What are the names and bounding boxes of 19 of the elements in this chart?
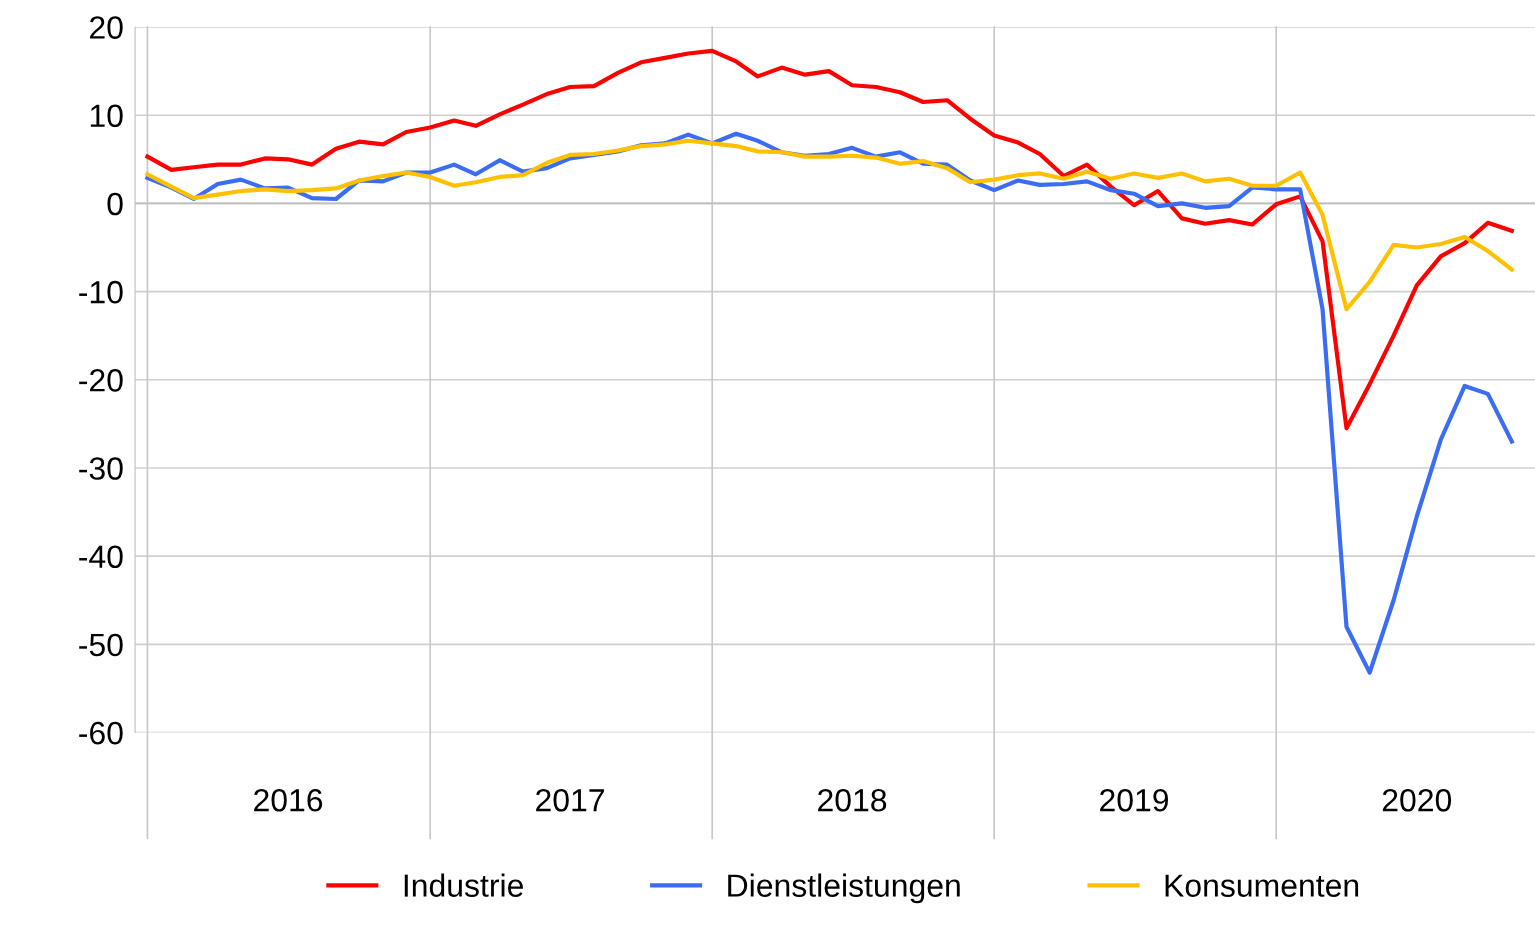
- y-tick-label: -50: [79, 633, 123, 657]
- line-series: [145, 138, 1514, 312]
- x-tick-label: 2020: [1382, 788, 1452, 812]
- y-tick-label: -20: [79, 369, 123, 392]
- y-tick-label: 0: [107, 192, 123, 216]
- y-tick-label: -10: [79, 280, 123, 304]
- x-tick-label: 2017: [536, 788, 604, 812]
- legend-label: Konsumenten: [1165, 874, 1359, 897]
- x-tick-label: 2019: [1100, 788, 1169, 812]
- y-tick-label: 10: [90, 104, 123, 128]
- y-tick-label: -40: [79, 545, 123, 569]
- line-series: [145, 48, 1514, 431]
- y-tick-label: -30: [79, 457, 123, 480]
- y-tick-label: -60: [79, 721, 123, 745]
- x-tick-label: 2018: [818, 788, 887, 812]
- legend-label: Dienstleistungen: [728, 873, 960, 904]
- x-tick-label: 2016: [254, 788, 323, 812]
- legend-label: Industrie: [404, 873, 523, 897]
- y-tick-label: 20: [90, 16, 123, 39]
